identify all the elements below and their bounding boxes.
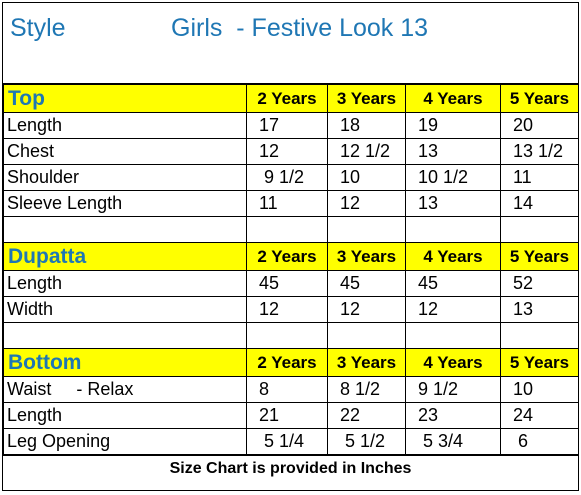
table-row: Chest 12 12 1/2 13 13 1/2 bbox=[3, 138, 579, 165]
empty-cell bbox=[246, 322, 328, 349]
chart-footer-note: Size Chart is provided in Inches bbox=[3, 455, 578, 481]
age-header: 3 Years bbox=[327, 84, 406, 113]
spacer-row bbox=[3, 216, 579, 243]
spacer-row bbox=[3, 322, 579, 349]
table-row: Length 45 45 45 52 bbox=[3, 270, 579, 297]
measurement-value: 22 bbox=[327, 402, 406, 429]
measurement-value: 9 1/2 bbox=[405, 376, 501, 403]
measurement-value: 13 bbox=[405, 190, 501, 217]
measurement-label: Length bbox=[3, 270, 247, 297]
age-header: 2 Years bbox=[246, 84, 328, 113]
empty-cell bbox=[3, 216, 247, 243]
measurement-value: 12 1/2 bbox=[327, 138, 406, 165]
age-header: 5 Years bbox=[500, 84, 579, 113]
measurement-value: 13 1/2 bbox=[500, 138, 579, 165]
measurement-value: 10 bbox=[327, 164, 406, 191]
measurement-label: Shoulder bbox=[3, 164, 247, 191]
size-chart-table: Top 2 Years 3 Years 4 Years 5 Years Length 17 1… bbox=[3, 84, 579, 455]
measurement-value: 45 bbox=[246, 270, 328, 297]
section-header-row: Dupatta 2 Years 3 Years 4 Years 5 Years bbox=[3, 242, 579, 271]
measurement-label: Width bbox=[3, 296, 247, 323]
section-title: Top bbox=[3, 84, 247, 113]
empty-cell bbox=[500, 322, 579, 349]
measurement-value: 11 bbox=[500, 164, 579, 191]
measurement-label: Length bbox=[3, 112, 247, 139]
measurement-value: 13 bbox=[405, 138, 501, 165]
empty-cell bbox=[3, 322, 247, 349]
section-header-row: Top 2 Years 3 Years 4 Years 5 Years bbox=[3, 84, 579, 113]
style-label: Style bbox=[10, 14, 66, 42]
table-row: Sleeve Length 11 12 13 14 bbox=[3, 190, 579, 217]
measurement-value: 45 bbox=[327, 270, 406, 297]
empty-cell bbox=[246, 216, 328, 243]
measurement-label: Length bbox=[3, 402, 247, 429]
table-row: Leg Opening 5 1/4 5 1/2 5 3/4 6 bbox=[3, 428, 579, 455]
measurement-value: 21 bbox=[246, 402, 328, 429]
measurement-label: Chest bbox=[3, 138, 247, 165]
table-row: Length 17 18 19 20 bbox=[3, 112, 579, 139]
section-title: Bottom bbox=[3, 348, 247, 377]
measurement-value: 10 bbox=[500, 376, 579, 403]
measurement-value: 24 bbox=[500, 402, 579, 429]
age-header: 2 Years bbox=[246, 348, 328, 377]
empty-cell bbox=[327, 216, 406, 243]
measurement-value: 12 bbox=[405, 296, 501, 323]
empty-cell bbox=[327, 322, 406, 349]
age-header: 3 Years bbox=[327, 242, 406, 271]
measurement-value: 5 1/4 bbox=[246, 428, 328, 455]
section-header-row: Bottom 2 Years 3 Years 4 Years 5 Years bbox=[3, 348, 579, 377]
empty-cell bbox=[405, 322, 501, 349]
table-row: Width 12 12 12 13 bbox=[3, 296, 579, 323]
table-row: Shoulder 9 1/2 10 10 1/2 11 bbox=[3, 164, 579, 191]
section-title: Dupatta bbox=[3, 242, 247, 271]
measurement-value: 9 1/2 bbox=[246, 164, 328, 191]
measurement-value: 8 bbox=[246, 376, 328, 403]
measurement-value: 17 bbox=[246, 112, 328, 139]
measurement-value: 5 1/2 bbox=[327, 428, 406, 455]
table-row: Length 21 22 23 24 bbox=[3, 402, 579, 429]
age-header: 4 Years bbox=[405, 84, 501, 113]
measurement-label: Waist - Relax bbox=[3, 376, 247, 403]
age-header: 4 Years bbox=[405, 242, 501, 271]
measurement-value: 23 bbox=[405, 402, 501, 429]
chart-title: Girls - Festive Look 13 bbox=[171, 14, 429, 42]
measurement-value: 20 bbox=[500, 112, 579, 139]
measurement-value: 6 bbox=[500, 428, 579, 455]
age-header: 5 Years bbox=[500, 242, 579, 271]
measurement-value: 12 bbox=[327, 296, 406, 323]
chart-header: Style Girls - Festive Look 13 bbox=[3, 3, 578, 84]
measurement-value: 12 bbox=[246, 138, 328, 165]
measurement-value: 8 1/2 bbox=[327, 376, 406, 403]
measurement-value: 12 bbox=[246, 296, 328, 323]
empty-cell bbox=[500, 216, 579, 243]
empty-cell bbox=[405, 216, 501, 243]
measurement-value: 52 bbox=[500, 270, 579, 297]
measurement-value: 13 bbox=[500, 296, 579, 323]
measurement-value: 18 bbox=[327, 112, 406, 139]
measurement-label: Leg Opening bbox=[3, 428, 247, 455]
measurement-value: 19 bbox=[405, 112, 501, 139]
measurement-value: 5 3/4 bbox=[405, 428, 501, 455]
measurement-label: Sleeve Length bbox=[3, 190, 247, 217]
measurement-value: 14 bbox=[500, 190, 579, 217]
age-header: 2 Years bbox=[246, 242, 328, 271]
age-header: 5 Years bbox=[500, 348, 579, 377]
measurement-value: 12 bbox=[327, 190, 406, 217]
table-row: Waist - Relax 8 8 1/2 9 1/2 10 bbox=[3, 376, 579, 403]
measurement-value: 11 bbox=[246, 190, 328, 217]
age-header: 3 Years bbox=[327, 348, 406, 377]
measurement-value: 10 1/2 bbox=[405, 164, 501, 191]
measurement-value: 45 bbox=[405, 270, 501, 297]
age-header: 4 Years bbox=[405, 348, 501, 377]
